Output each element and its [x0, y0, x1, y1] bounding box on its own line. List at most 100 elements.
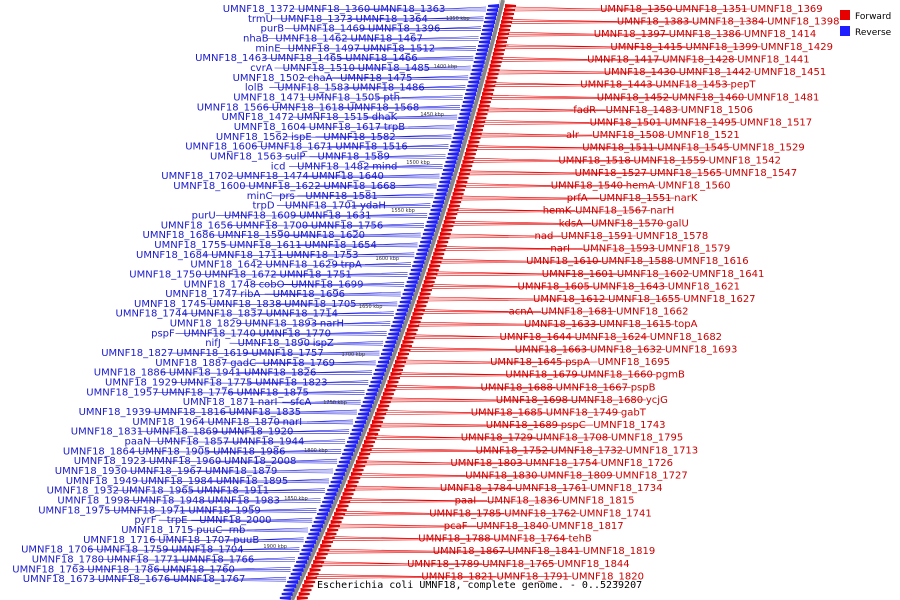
forward-feature-arrow: [378, 404, 390, 408]
reverse-feature-arrow: [348, 436, 360, 440]
reverse-feature-arrow: [343, 448, 355, 452]
label-connector: [89, 578, 287, 582]
reverse-gene-label: UMNF18_1686: [143, 230, 215, 241]
forward-feature-arrow: [384, 388, 396, 392]
reverse-gene-label: UMNF18_1642: [190, 260, 262, 271]
forward-gene-label: narK: [674, 193, 698, 204]
label-connector: [507, 31, 594, 35]
reverse-gene-label: UMNF18_1786: [87, 564, 159, 575]
forward-gene-label: UMNF18_1443: [580, 80, 652, 91]
reverse-feature-arrow: [330, 480, 342, 484]
label-connector: [394, 386, 631, 390]
reverse-feature-arrow: [290, 572, 302, 576]
reverse-feature-arrow: [283, 588, 295, 592]
label-connector: [404, 361, 598, 365]
label-connector: [504, 46, 761, 50]
forward-feature-arrow: [339, 500, 351, 504]
label-connector: [329, 360, 376, 364]
label-connector: [412, 55, 474, 59]
label-connector: [426, 296, 534, 300]
label-connector: [384, 412, 621, 415]
reverse-feature-arrow: [335, 468, 347, 472]
reverse-gene-label: UMNF18_1515: [297, 112, 369, 123]
forward-gene-label: UMNF18_1688: [481, 382, 553, 393]
reverse-gene-label: UMNF18_1706: [21, 545, 93, 556]
label-connector: [221, 244, 418, 248]
forward-feature-arrow: [330, 520, 342, 524]
reverse-feature-arrow: [466, 88, 478, 92]
forward-feature-arrow: [467, 144, 479, 148]
forward-feature-arrow: [453, 188, 465, 192]
reverse-feature-arrow: [361, 404, 373, 408]
forward-feature-arrow: [420, 288, 432, 292]
label-connector: [263, 107, 461, 110]
forward-gene-label: hemA: [626, 181, 655, 192]
reverse-feature-arrow: [371, 376, 383, 380]
reverse-feature-arrow: [471, 68, 483, 72]
forward-feature-arrow: [460, 168, 472, 172]
label-connector: [483, 120, 590, 123]
label-connector: [315, 574, 422, 577]
label-connector: [401, 95, 463, 98]
label-connector: [282, 136, 452, 140]
reverse-feature-arrow: [447, 152, 459, 156]
forward-feature-arrow: [334, 512, 346, 516]
label-connector: [299, 77, 469, 81]
reverse-gene-label: UMNF18_1619: [176, 348, 248, 359]
reverse-gene-label: ispE: [291, 132, 312, 143]
reverse-feature-arrow: [449, 148, 461, 152]
forward-feature-arrow: [347, 480, 359, 484]
feature-arrows: [279, 4, 517, 600]
kbp-tick-label: 1550 kbp: [391, 208, 415, 214]
reverse-feature-arrow: [354, 420, 366, 424]
reverse-gene-label: UMNF18_1770: [259, 328, 331, 339]
reverse-gene-label: UMNF18_1776: [161, 387, 233, 398]
forward-feature-arrow: [411, 316, 423, 320]
forward-gene-label: UMNF18_1565: [650, 168, 722, 179]
label-connector: [348, 498, 455, 501]
forward-feature-arrow: [387, 380, 399, 384]
reverse-feature-arrow: [434, 196, 446, 200]
reverse-gene-label: UMNF18_1750: [129, 269, 201, 280]
reverse-feature-arrow: [370, 380, 382, 384]
reverse-gene-label: UMNF18_1563: [210, 152, 282, 163]
reverse-feature-arrow: [436, 188, 448, 192]
reverse-feature-arrow: [453, 132, 465, 136]
reverse-gene-label: UMNF18_1629: [266, 260, 338, 271]
reverse-gene-label: UMNF18_1516: [335, 142, 407, 153]
forward-feature-arrow: [340, 496, 352, 500]
reverse-feature-arrow: [389, 328, 401, 332]
reverse-feature-arrow: [301, 548, 313, 552]
label-connector: [203, 254, 415, 258]
label-connector: [426, 298, 684, 302]
reverse-feature-arrow: [408, 276, 420, 280]
forward-feature-arrow: [455, 184, 467, 188]
reverse-gene-label: UMNF18_1676: [98, 574, 170, 585]
label-connector: [196, 274, 408, 277]
label-connector: [399, 372, 506, 375]
reverse-gene-label: UMNF18_1905: [138, 446, 210, 457]
forward-feature-arrow: [360, 448, 372, 452]
label-connector: [79, 569, 291, 572]
reverse-feature-arrow: [417, 248, 429, 252]
reverse-gene-label: UMNF18_1485: [358, 63, 430, 74]
label-connector: [364, 460, 451, 464]
reverse-feature-arrow: [410, 268, 422, 272]
forward-feature-arrow: [403, 336, 415, 340]
reverse-gene-label: UMNF18_1502: [233, 73, 305, 84]
label-connector: [274, 498, 321, 501]
reverse-feature-arrow: [478, 40, 490, 44]
forward-feature-arrow: [505, 4, 517, 8]
label-connector: [364, 262, 412, 265]
reverse-feature-arrow: [405, 284, 417, 288]
reverse-gene-label: UMNF18_1755: [154, 240, 226, 251]
reverse-gene-label: UMNF18_1747: [165, 289, 237, 300]
reverse-gene-label: UMNF18_1704: [171, 545, 243, 556]
forward-gene-label: UMNF18_1762: [504, 508, 576, 519]
label-connector: [476, 145, 583, 148]
forward-feature-arrow: [475, 116, 487, 120]
forward-feature-arrow: [468, 140, 480, 144]
reverse-feature-arrow: [376, 364, 388, 368]
reverse-feature-arrow: [443, 168, 455, 172]
